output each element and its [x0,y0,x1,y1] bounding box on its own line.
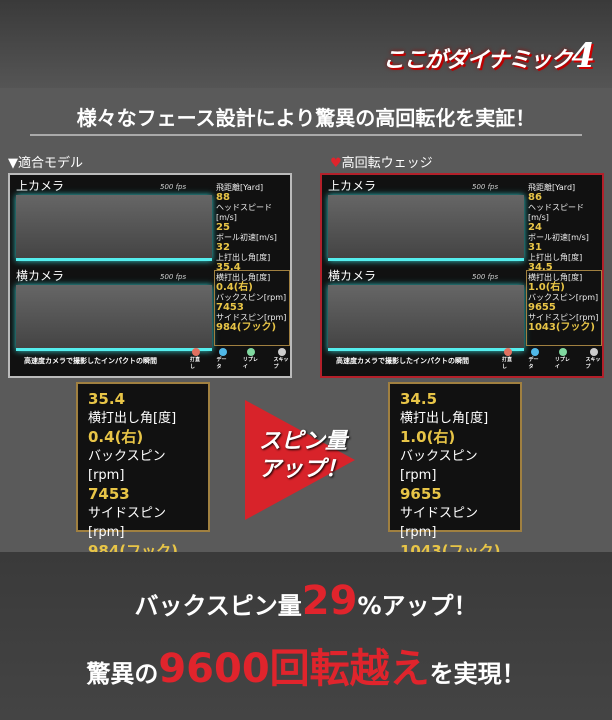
stat-value: 31 [528,242,542,253]
stat-value: 24 [528,222,542,233]
stat-label: 上打出し角[度] [528,253,583,262]
arrow-text: スピン量 アップ！ [258,429,347,482]
side-camera-view [16,285,212,351]
stat-label: サイドスピン[rpm] [216,313,287,322]
stat-value: 86 [528,192,542,203]
red-arrow-icon [245,400,355,520]
stat-value: 0.4(右) [216,282,253,293]
top-camera-view [16,195,212,261]
replay-button[interactable]: スキップ [585,348,602,370]
logo: ここがダイナミック4 [382,36,595,76]
side-camera-label: 横カメラ [16,269,65,283]
panel-standard: 上カメラ 500 fps 横カメラ 500 fps 飛距離[Yard] 88 ヘッドスピード… [8,173,292,378]
stat-label: ヘッドスピード[m/s] [528,203,584,222]
top-camera-view [328,195,524,261]
stat-label: ボール初速[m/s] [528,233,589,242]
callout-wedge: 34.5 横打出し角[度] 1.0(右) バックスピン[rpm] 9655 サイドス… [388,382,522,560]
stat-label: 飛距離[Yard] [216,183,264,192]
panel-label-wedge: ♥高回転ウェッジ [330,156,433,171]
replay-button[interactable]: 打直し [190,348,202,370]
stat-label: 飛距離[Yard] [528,183,576,192]
bottom-banner [0,552,612,720]
replay-button[interactable]: データ [216,348,228,370]
panel-label-standard: ▼適合モデル [8,156,83,171]
stat-value: 7453 [216,302,244,313]
caption: 高速度カメラで撮影したインパクトの瞬間 [336,357,469,365]
stat-label: ボール初速[m/s] [216,233,277,242]
stats: 飛距離[Yard] 88 ヘッドスピード[m/s] 25 ボール初速[m/s] 32 上打出… [216,183,290,333]
stat-label: 横打出し角[度] [528,273,583,282]
side-camera-view [328,285,524,351]
stat-label: サイドスピン[rpm] [528,313,599,322]
claim-line-1: バックスピン量29%アップ！ [134,578,478,624]
stat-value: 35.4 [216,262,241,273]
heart-icon: ♥ [330,156,342,171]
stat-label: 上打出し角[度] [216,253,271,262]
stat-value: 984(フック) [216,322,277,333]
top-camera-label: 上カメラ [16,179,65,193]
top-camera-label: 上カメラ [328,179,377,193]
stat-value: 25 [216,222,230,233]
highlight-box [214,270,290,346]
fps-label: 500 fps [160,183,187,191]
side-camera-label: 横カメラ [328,269,377,283]
replay-button[interactable]: リプレイ [555,348,572,370]
stat-label: 横打出し角[度] [216,273,271,282]
replay-button[interactable]: データ [528,348,540,370]
stat-value: 34.5 [528,262,553,273]
fps-label: 500 fps [160,273,187,281]
caption: 高速度カメラで撮影したインパクトの瞬間 [24,357,157,365]
stat-value: 1043(フック) [528,322,595,333]
stat-label: バックスピン[rpm] [216,293,287,302]
stat-value: 32 [216,242,230,253]
stat-label: ヘッドスピード[m/s] [216,203,272,222]
stat-label: バックスピン[rpm] [528,293,599,302]
panel-wedge: 上カメラ 500 fps 横カメラ 500 fps 飛距離[Yard] 86 ヘッドスピード… [320,173,604,378]
headline: 様々なフェース設計により驚異の高回転化を実証！ [76,106,536,130]
stat-value: 1.0(右) [528,282,565,293]
stats: 飛距離[Yard] 86 ヘッドスピード[m/s] 24 ボール初速[m/s] 31 上打出… [528,183,602,333]
stat-value: 88 [216,192,230,203]
replay-button[interactable]: スキップ [273,348,290,370]
highlight-box [526,270,602,346]
top-banner: ここがダイナミック4 [0,0,612,88]
claim-line-2: 驚異の9600回転越えを実現！ [86,646,526,692]
stat-value: 9655 [528,302,556,313]
fps-label: 500 fps [472,183,499,191]
replay-button[interactable]: 打直し [502,348,514,370]
callout-standard: 35.4 横打出し角[度] 0.4(右) バックスピン[rpm] 7453 サイドス… [76,382,210,560]
divider [30,134,582,136]
fps-label: 500 fps [472,273,499,281]
replay-button[interactable]: リプレイ [243,348,260,370]
